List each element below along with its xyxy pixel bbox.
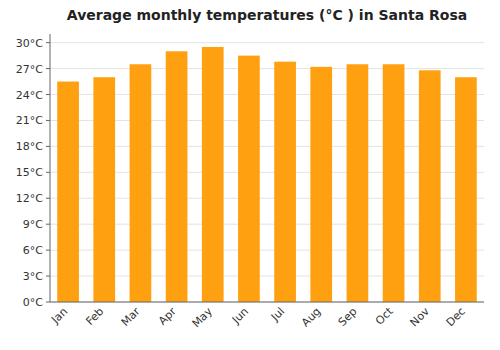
- bars: [57, 47, 477, 302]
- x-tick-label: Aug: [299, 305, 323, 329]
- grid-line: [50, 302, 484, 303]
- bar: [383, 64, 405, 302]
- grid-line: [50, 68, 484, 69]
- x-tick-label: Nov: [407, 305, 432, 330]
- bar: [310, 67, 332, 302]
- y-tick: [46, 172, 50, 173]
- x-tick-label: Oct: [373, 304, 396, 327]
- chart-container: Average monthly temperatures (°C ) in Sa…: [0, 0, 500, 350]
- y-tick-label: 0°C: [23, 296, 43, 309]
- y-tick-label: 24°C: [16, 89, 43, 102]
- x-tick-label: Jun: [229, 305, 251, 327]
- x-tick-label: Mar: [119, 305, 143, 329]
- grid: [50, 43, 484, 302]
- bar: [238, 56, 260, 302]
- y-tick: [46, 146, 50, 147]
- y-tick: [46, 276, 50, 277]
- x-tick-label: Dec: [444, 305, 468, 329]
- y-tick: [46, 198, 50, 199]
- grid-line: [50, 42, 484, 43]
- y-tick-label: 9°C: [23, 218, 43, 231]
- x-tick-label: Jan: [48, 305, 70, 327]
- y-tick-label: 27°C: [16, 63, 43, 76]
- x-tick-label: May: [190, 305, 216, 331]
- y-tick-label: 18°C: [16, 140, 43, 153]
- chart: Average monthly temperatures (°C ) in Sa…: [0, 0, 500, 350]
- y-tick: [46, 42, 50, 43]
- bar: [274, 62, 296, 302]
- y-axis-line: [50, 34, 51, 302]
- y-tick-label: 30°C: [16, 37, 43, 50]
- y-tick: [46, 94, 50, 95]
- bar: [202, 47, 224, 302]
- x-tick-label: Sep: [336, 305, 360, 329]
- y-tick: [46, 120, 50, 121]
- y-tick: [46, 224, 50, 225]
- y-tick-label: 21°C: [16, 114, 43, 127]
- title: Average monthly temperatures (°C ) in Sa…: [67, 7, 467, 23]
- bar: [130, 64, 152, 302]
- x-tick-label: Jul: [268, 305, 287, 324]
- bar: [419, 70, 441, 302]
- bar: [455, 77, 477, 302]
- y-tick: [46, 250, 50, 251]
- bar: [347, 64, 369, 302]
- y-tick-label: 3°C: [23, 270, 43, 283]
- y-tick-label: 12°C: [16, 192, 43, 205]
- x-tick-label: Feb: [83, 305, 106, 328]
- bar: [93, 77, 115, 302]
- bar: [57, 82, 79, 302]
- bar: [166, 51, 188, 302]
- y-tick-label: 6°C: [23, 244, 43, 257]
- y-tick: [46, 302, 50, 303]
- y-tick: [46, 68, 50, 69]
- y-tick-label: 15°C: [16, 166, 43, 179]
- x-axis-line: [50, 302, 484, 303]
- x-tick-label: Apr: [156, 305, 179, 328]
